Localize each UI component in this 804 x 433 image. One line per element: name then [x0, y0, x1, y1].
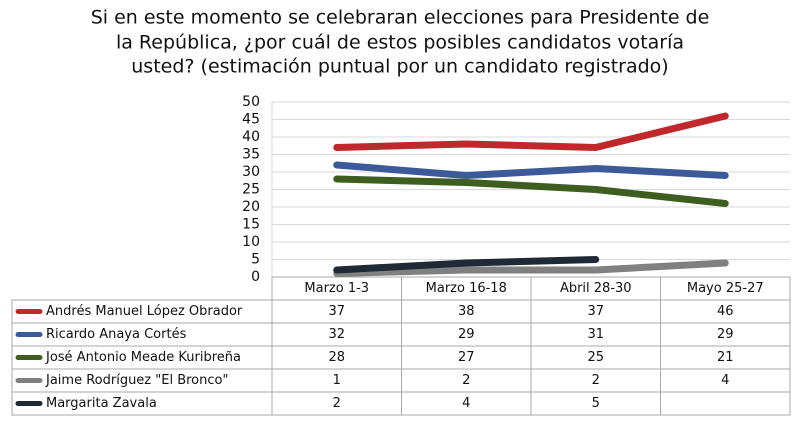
series-line: [333, 259, 729, 277]
table-value: 32: [328, 327, 345, 342]
y-tick-label: 25: [242, 182, 260, 198]
y-tick-label: 40: [242, 129, 260, 145]
x-tick-label: Mayo 25-27: [687, 281, 764, 296]
table-value: 5: [592, 396, 600, 411]
legend-label: Andrés Manuel López Obrador: [46, 304, 243, 319]
chart-title: usted? (estimación puntual por un candid…: [131, 56, 668, 78]
table-value: 4: [462, 396, 470, 411]
table-value: 31: [587, 327, 604, 342]
table-value: 2: [333, 396, 341, 411]
y-tick-label: 50: [242, 94, 260, 110]
y-tick-label: 35: [242, 147, 260, 163]
y-tick-label: 30: [242, 164, 260, 180]
series-line: [333, 175, 729, 207]
table-value: 1: [333, 373, 341, 388]
table-value: 2: [592, 373, 600, 388]
series-line: [333, 256, 600, 274]
chart-title: la República, ¿por cuál de estos posible…: [116, 32, 684, 54]
table-value: 21: [717, 350, 734, 365]
y-tick-label: 45: [242, 112, 260, 128]
table-value: 38: [458, 304, 475, 319]
series-line: [333, 161, 729, 179]
table-value: 25: [587, 350, 604, 365]
x-tick-label: Abril 28-30: [560, 281, 632, 296]
table-value: 4: [721, 373, 729, 388]
legend-label: José Antonio Meade Kuribreña: [45, 350, 241, 365]
table-value: 46: [717, 304, 734, 319]
y-tick-label: 10: [242, 234, 260, 250]
legend-label: Margarita Zavala: [46, 396, 157, 411]
legend-label: Ricardo Anaya Cortés: [46, 327, 187, 342]
table-value: 29: [717, 327, 734, 342]
table-value: 37: [587, 304, 604, 319]
table-value: 2: [462, 373, 470, 388]
y-tick-label: 15: [242, 217, 260, 233]
chart-title: Si en este momento se celebraran eleccio…: [91, 7, 710, 29]
y-tick-label: 5: [251, 252, 260, 268]
y-tick-label: 20: [242, 199, 260, 215]
table-value: 27: [458, 350, 475, 365]
legend-label: Jaime Rodríguez "El Bronco": [45, 373, 228, 388]
table-value: 29: [458, 327, 475, 342]
table-value: 28: [328, 350, 345, 365]
table-value: 37: [328, 304, 345, 319]
x-tick-label: Marzo 16-18: [426, 281, 507, 296]
y-tick-label: 0: [251, 269, 260, 285]
x-tick-label: Marzo 1-3: [304, 281, 369, 296]
series-line: [333, 112, 729, 151]
